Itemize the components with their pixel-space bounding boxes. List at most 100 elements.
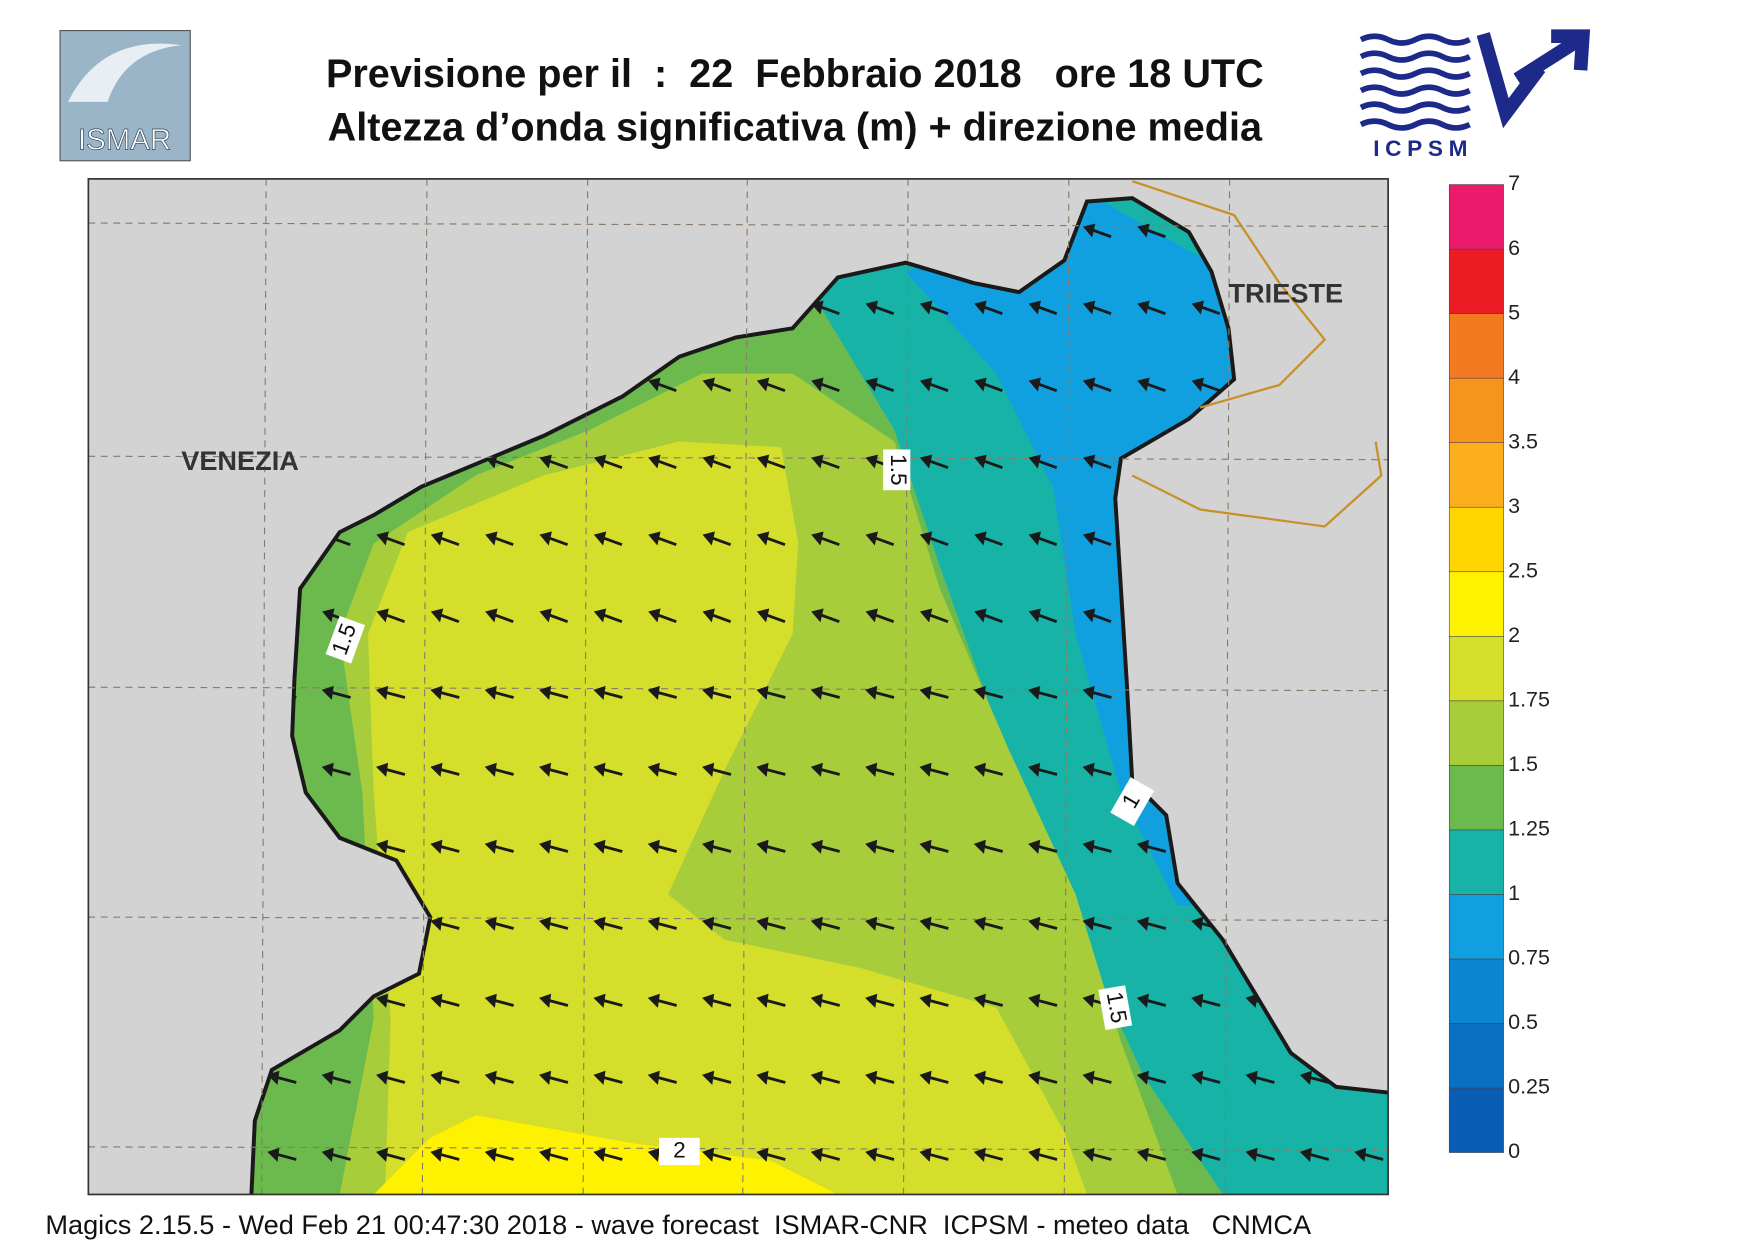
legend-label: 2.5 — [1508, 558, 1538, 582]
arrow — [539, 762, 569, 777]
arrow — [1191, 993, 1221, 1008]
contour-label-text: 1.5 — [1102, 990, 1132, 1025]
arrow-shape — [1082, 300, 1112, 316]
arrow — [539, 993, 569, 1008]
arrow-shape — [756, 454, 786, 470]
arrow — [1028, 993, 1058, 1008]
arrow-shape — [756, 1070, 786, 1085]
arrow — [1191, 1070, 1221, 1085]
arrow — [756, 1070, 786, 1085]
arrow — [919, 685, 949, 700]
arrow — [484, 916, 514, 931]
arrow-shape — [810, 685, 841, 700]
contour-label-bg — [883, 449, 911, 491]
arrow — [376, 839, 406, 854]
arrow-shape — [484, 762, 514, 777]
arrow-shape — [702, 608, 732, 624]
contour-labels: 1.5 1.5 1 1.5 2 — [325, 449, 1155, 1166]
legend-label: 6 — [1508, 236, 1520, 260]
arrow — [647, 685, 678, 700]
contour-label-bg — [1098, 985, 1133, 1031]
arrow — [756, 839, 786, 854]
arrow — [484, 993, 514, 1008]
arrow — [376, 1147, 406, 1162]
graticule-line — [88, 222, 1389, 228]
arrow — [376, 531, 406, 547]
arrow-shape — [1028, 1070, 1058, 1085]
arrow — [376, 685, 406, 700]
arrow — [430, 685, 460, 700]
legend-swatch — [1448, 313, 1504, 379]
arrow — [811, 608, 840, 624]
arrow-shape — [647, 1070, 678, 1085]
arrow — [919, 762, 949, 777]
arrow — [647, 762, 678, 777]
arrow — [647, 1070, 678, 1085]
arrow-shape — [1191, 1147, 1221, 1162]
arrow-shape — [539, 1070, 569, 1085]
arrow-shape — [974, 377, 1003, 393]
arrow — [1028, 300, 1058, 316]
arrow — [974, 377, 1003, 393]
arrow-shape — [484, 993, 514, 1008]
arrow-shape — [1028, 916, 1058, 931]
arrow-shape — [1082, 916, 1112, 931]
arrow — [702, 916, 732, 931]
arrow-shape — [376, 685, 406, 700]
arrow — [539, 608, 569, 624]
arrow-shape — [376, 839, 406, 854]
arrow — [810, 685, 841, 700]
contour-label: 2 — [658, 1137, 700, 1166]
arrow-shape — [647, 762, 678, 777]
arrow — [1082, 839, 1112, 854]
arrow-shape — [865, 531, 895, 547]
arrow-shape — [647, 839, 678, 854]
arrow-shape — [321, 685, 351, 700]
arrow — [1136, 916, 1167, 931]
legend-swatch — [1448, 636, 1504, 702]
arrow-shape — [593, 1070, 623, 1085]
graticule — [88, 178, 1389, 1195]
arrow — [1137, 223, 1166, 239]
arrow-shape — [756, 993, 786, 1008]
arrow — [430, 762, 460, 777]
arrow-shape — [919, 531, 949, 547]
arrow-shape — [1082, 608, 1112, 624]
arrow — [865, 916, 895, 931]
arrow — [484, 685, 514, 700]
arrow-shape — [702, 839, 732, 854]
arrow-shape — [973, 839, 1004, 854]
arrow — [702, 762, 732, 777]
legend-label: 0.25 — [1508, 1075, 1550, 1099]
arrow-shape — [702, 916, 732, 931]
arrow — [539, 685, 569, 700]
legend-swatch — [1448, 184, 1504, 250]
arrow — [1191, 1147, 1221, 1162]
arrow-shape — [919, 300, 949, 316]
arrow — [1082, 531, 1112, 547]
arrow — [811, 531, 840, 547]
arrow — [973, 839, 1004, 854]
arrow-shape — [974, 531, 1003, 547]
arrow-shape — [1028, 608, 1058, 624]
map-frame — [87, 178, 1389, 1196]
arrow — [973, 685, 1004, 700]
arrow-shape — [430, 839, 460, 854]
arrow — [1028, 531, 1058, 547]
arrow — [973, 1070, 1004, 1085]
arrow — [702, 454, 732, 470]
arrow — [539, 531, 569, 547]
arrow-shape — [1245, 1070, 1275, 1085]
arrow-shape — [973, 1070, 1004, 1085]
arrow-shape — [484, 685, 514, 700]
legend-swatch — [1448, 506, 1504, 573]
arrow-shape — [756, 1147, 786, 1162]
arrow-shape — [811, 608, 840, 624]
arrow — [1082, 762, 1112, 777]
arrow-shape — [484, 839, 514, 854]
arrow — [865, 531, 895, 547]
arrow-shape — [321, 1147, 351, 1162]
arrow — [1028, 454, 1058, 470]
arrow — [810, 993, 841, 1008]
